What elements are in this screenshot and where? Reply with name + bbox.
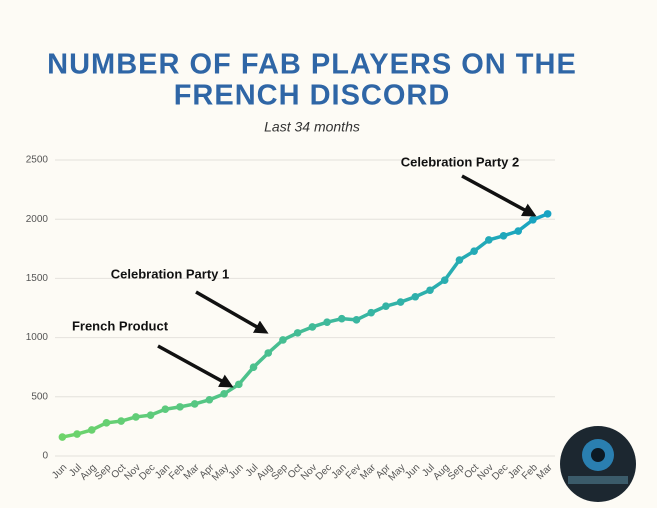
chart-title: FRENCH DISCORD [174,80,451,112]
data-point [470,247,478,255]
logo [560,426,636,502]
annotation: Celebration Party 1 [111,266,230,281]
data-point [264,349,273,357]
data-point [396,298,405,306]
data-point [205,395,214,404]
data-point [411,292,420,301]
y-tick-label: 1500 [26,273,49,284]
chart-title: NUMBER OF FAB PLAYERS ON THE [47,49,577,81]
data-point [514,227,523,235]
data-point [220,390,228,398]
data-point [102,419,111,427]
data-point [529,215,537,224]
data-point [176,403,184,411]
data-point [337,314,346,323]
data-line [62,212,549,439]
data-point [440,276,449,284]
data-point [352,316,361,324]
annotation: Celebration Party 2 [401,154,520,169]
data-point [367,308,375,317]
y-tick-label: 0 [42,451,48,462]
annotation-arrow [195,290,269,334]
data-point [499,231,508,240]
y-tick-label: 2000 [26,214,49,225]
data-point [485,236,493,244]
data-point [455,256,464,264]
y-tick-label: 1000 [26,332,49,343]
data-point [293,329,302,337]
data-point [132,413,140,421]
data-point [308,323,317,331]
data-point [117,417,125,425]
chart-subtitle: Last 34 months [264,119,360,135]
data-point [190,400,199,408]
data-point [87,426,96,434]
data-point [235,380,243,389]
data-point [161,405,170,414]
data-point [426,286,434,295]
data-point [249,363,258,372]
data-point [543,210,552,218]
data-point [382,302,390,311]
data-point [323,318,331,327]
data-point [146,411,155,419]
data-point [58,433,67,441]
y-tick-label: 2500 [26,155,49,166]
annotation-arrow [461,174,537,217]
y-tick-label: 500 [31,391,48,402]
annotation-arrow [157,344,234,388]
data-point [73,430,81,438]
data-point [279,336,287,344]
annotation: French Product [72,318,169,333]
